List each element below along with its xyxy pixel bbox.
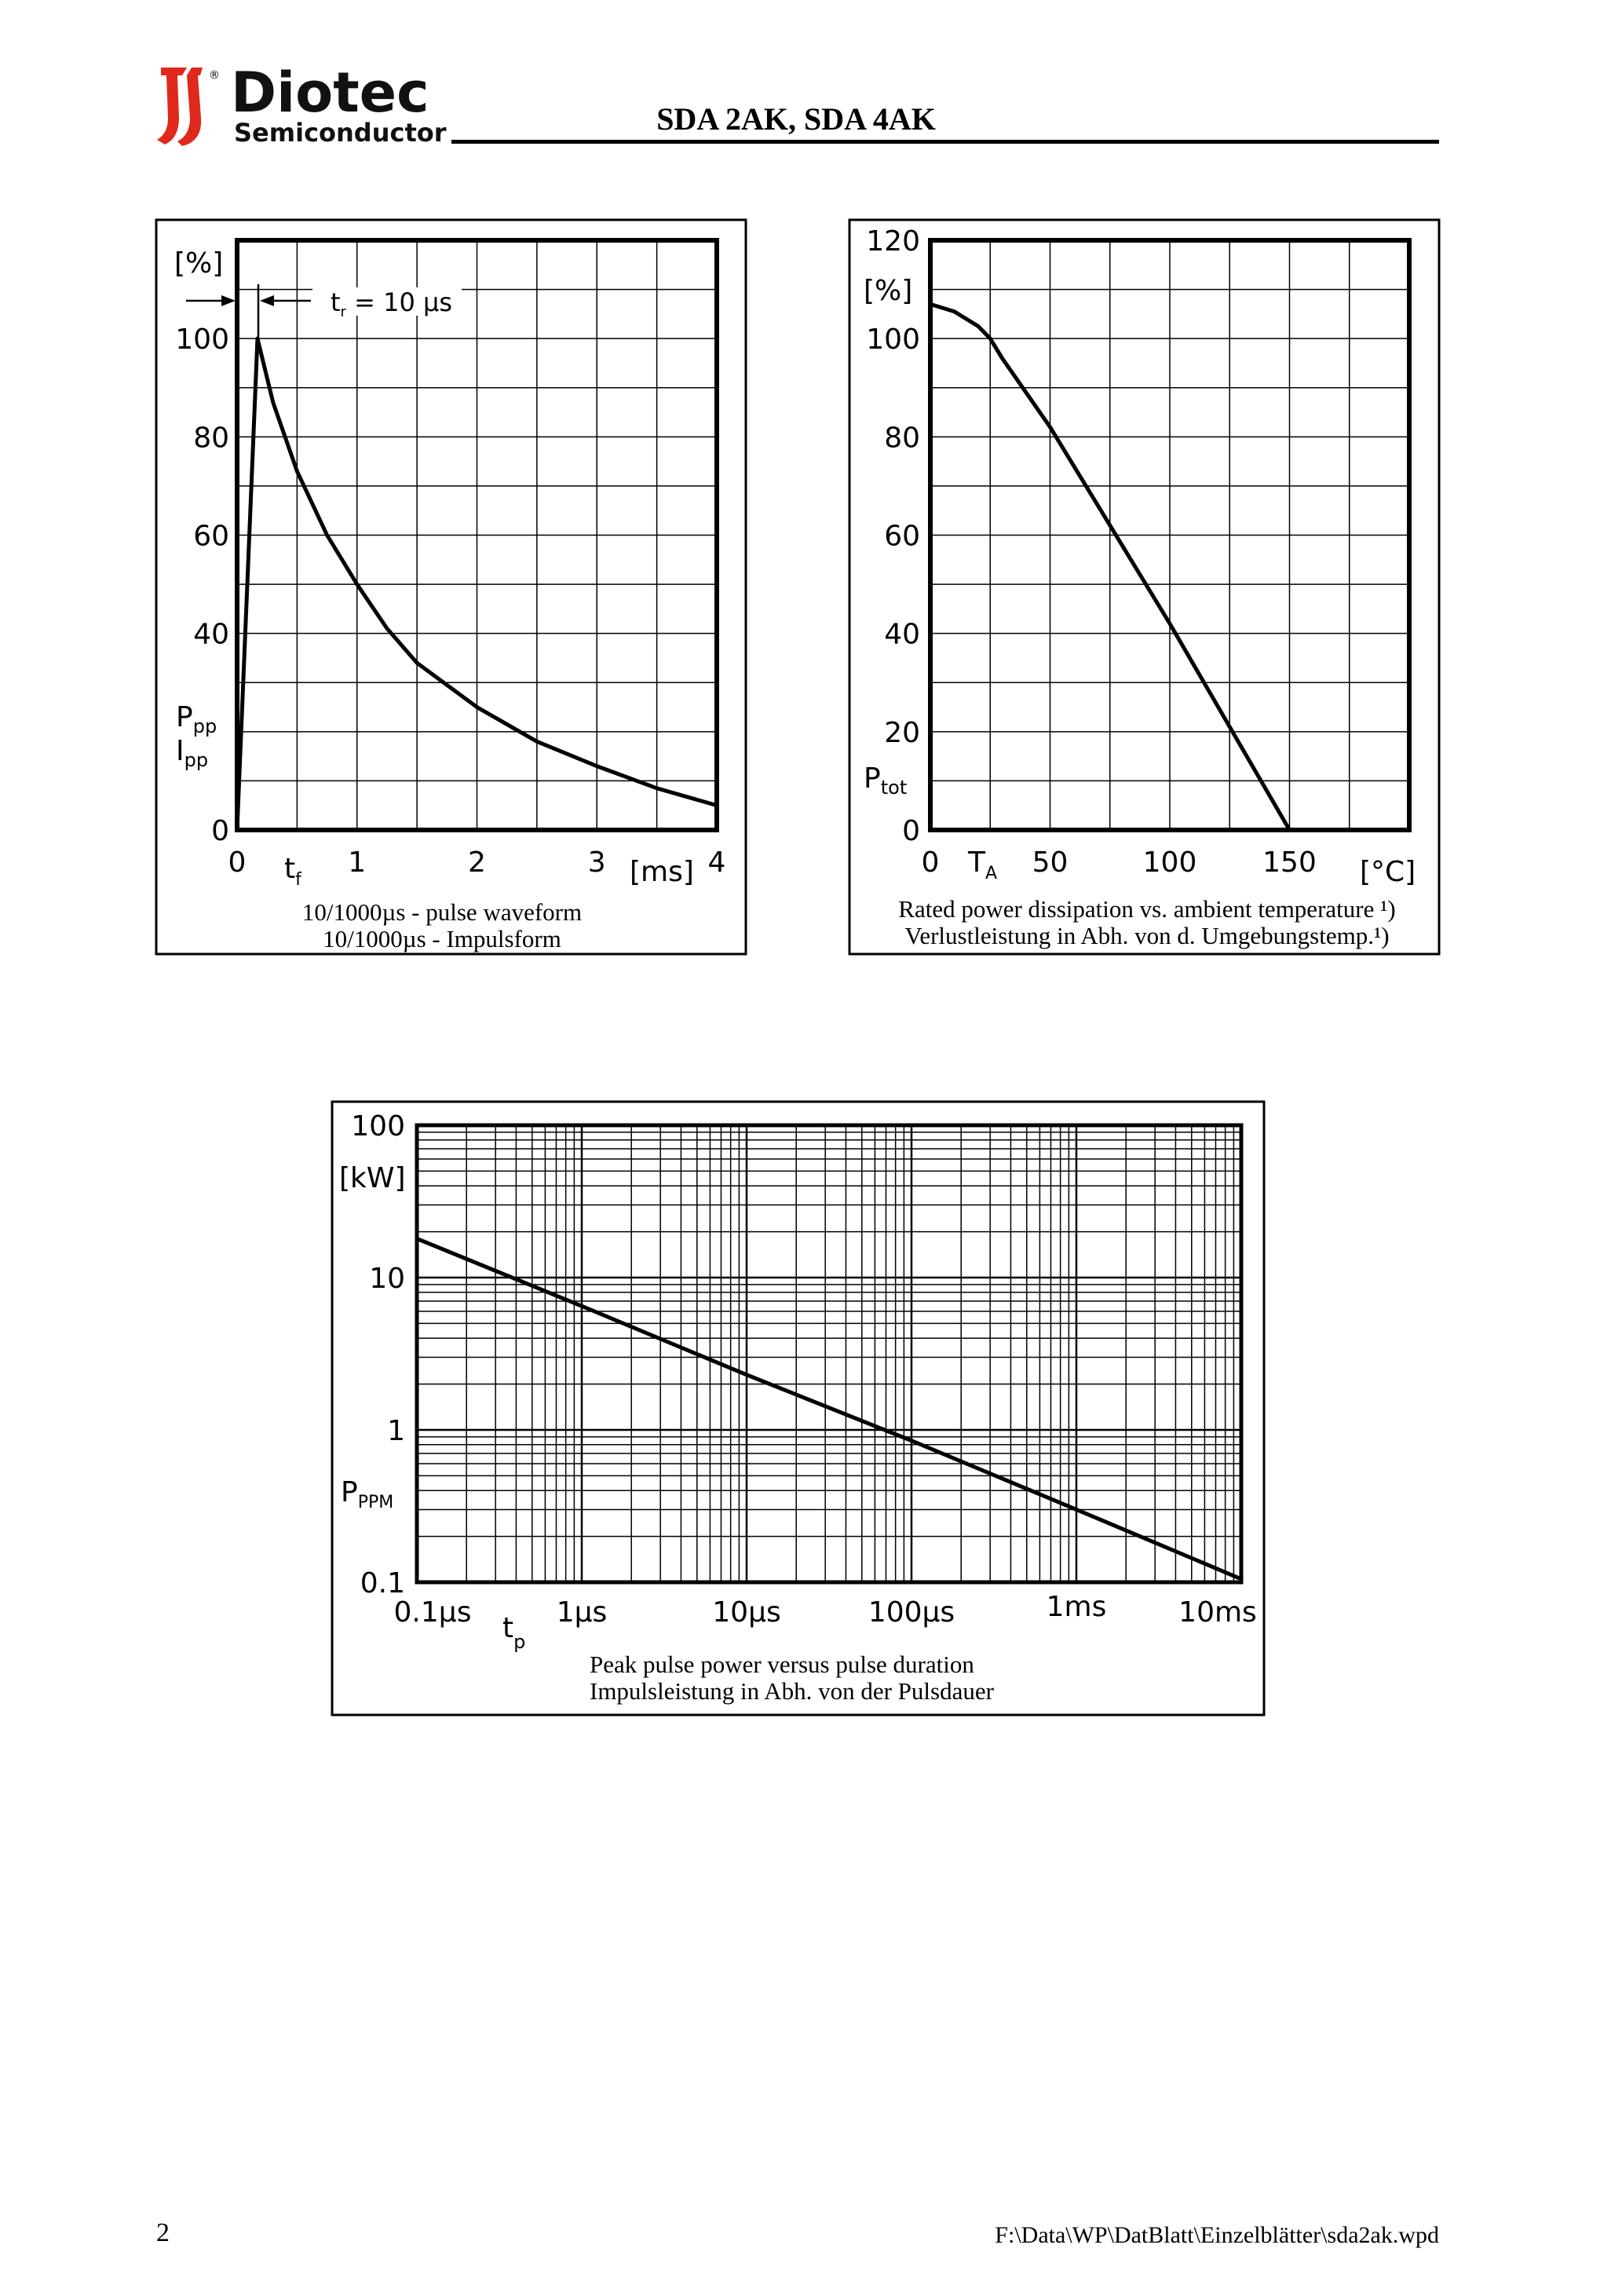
chart2-caption-de: Verlustleistung in Abh. von d. Umgebungs… <box>904 922 1389 949</box>
page-number: 2 <box>156 2218 170 2247</box>
chart1-caption-de: 10/1000µs - Impulsform <box>323 925 561 952</box>
y-tick-label: 10 <box>369 1263 405 1295</box>
power-derating-chart: 0 50 100 150 0 20 40 60 80 100 120 <box>866 225 1412 879</box>
y-tick-label: 1 <box>387 1415 405 1447</box>
chart2-x-unit: [°C] <box>1360 856 1416 888</box>
chart1-frame <box>155 218 747 956</box>
y-tick-label: 100 <box>866 324 920 356</box>
y-tick-label: 40 <box>884 619 920 651</box>
x-tick-label: 0.1µs <box>394 1596 472 1629</box>
chart2-x-symbol: TA <box>967 846 997 883</box>
chart2-y-unit: [%] <box>864 275 912 307</box>
document-title: SDA 2AK, SDA 4AK <box>656 101 936 137</box>
y-tick-label: 20 <box>884 717 920 749</box>
x-tick-label: 2 <box>468 846 486 879</box>
arrow-left-icon <box>260 295 274 306</box>
chart3-y-unit: [kW] <box>339 1162 406 1194</box>
y-tick-label: 100 <box>351 1110 405 1143</box>
y-tick-label: 100 <box>175 324 229 356</box>
x-tick-label: 150 <box>1262 846 1317 879</box>
y-tick-label: 80 <box>193 422 229 454</box>
y-tick-label: 0 <box>211 815 229 847</box>
plot-border <box>928 238 1412 832</box>
y-tick-label: 60 <box>193 521 229 553</box>
x-tick-label: 100 <box>1143 846 1197 879</box>
y-tick-label: 120 <box>866 225 920 258</box>
x-tick-label: 1µs <box>557 1596 608 1629</box>
y-tick-label: 0.1 <box>360 1567 405 1600</box>
x-tick-label: 3 <box>588 846 606 879</box>
chart1-x-symbol: tf <box>284 853 302 890</box>
peak-pulse-power-chart: 0.1µs 1µs 10µs 100µs 1ms 10ms 0.1 1 10 100 <box>351 1110 1257 1629</box>
header-rule <box>451 140 1439 144</box>
x-tick-label: 1 <box>348 846 366 879</box>
chart3-y-symbol: PPPM <box>341 1476 393 1512</box>
y-tick-label: 60 <box>884 521 920 553</box>
chart3-caption-en: Peak pulse power versus pulse duration <box>590 1651 974 1678</box>
peak-power-curve <box>416 1237 1242 1581</box>
x-tick-label: 0 <box>922 846 940 879</box>
chart1-y-unit: [%] <box>174 247 223 280</box>
chart3-frame <box>331 1100 1266 1717</box>
y-tick-label: 40 <box>193 619 229 651</box>
x-tick-label: 10µs <box>712 1596 780 1629</box>
x-tick-label: 4 <box>708 846 726 879</box>
y-tick-label: 80 <box>884 422 920 454</box>
y-tick-label: 0 <box>902 815 920 847</box>
chart2-y-symbol: Ptot <box>864 762 907 799</box>
chart1-rise-annotation: tr = 10 µs <box>331 287 452 320</box>
chart1-symbol-ipp: Ipp <box>176 735 208 771</box>
x-tick-label: 10ms <box>1178 1596 1257 1629</box>
arrow-right-icon <box>221 295 236 306</box>
x-tick-label: 1ms <box>1047 1591 1107 1623</box>
chart1-symbol-ppp: Ppp <box>176 701 217 737</box>
x-tick-label: 50 <box>1032 846 1069 879</box>
logo-brand: Diotec <box>231 60 429 125</box>
logo-mark <box>157 68 203 146</box>
x-tick-label: 0 <box>228 846 247 879</box>
plot-border <box>415 1123 1244 1585</box>
derating-curve <box>930 302 1291 832</box>
x-tick-label: 100µs <box>868 1596 955 1629</box>
waveform-curve <box>235 336 718 831</box>
logo-registered: ® <box>209 69 220 82</box>
diotec-logo: ® Diotec Semiconductor <box>157 60 447 148</box>
plot-border <box>235 238 719 832</box>
chart3-caption-de: Impulsleistung in Abh. von der Pulsdauer <box>590 1677 995 1705</box>
annotation-background <box>312 287 462 316</box>
chart1-caption-en: 10/1000µs - pulse waveform <box>302 898 582 926</box>
chart1-x-unit: [ms] <box>630 856 694 888</box>
logo-brand-sub: Semiconductor <box>234 118 447 148</box>
chart2-frame <box>848 218 1441 956</box>
chart3-x-symbol: tp <box>502 1612 525 1653</box>
chart2-caption-en: Rated power dissipation vs. ambient temp… <box>898 895 1395 923</box>
file-path: F:\Data\WP\DatBlatt\Einzelblätter\sda2ak… <box>995 2222 1439 2248</box>
